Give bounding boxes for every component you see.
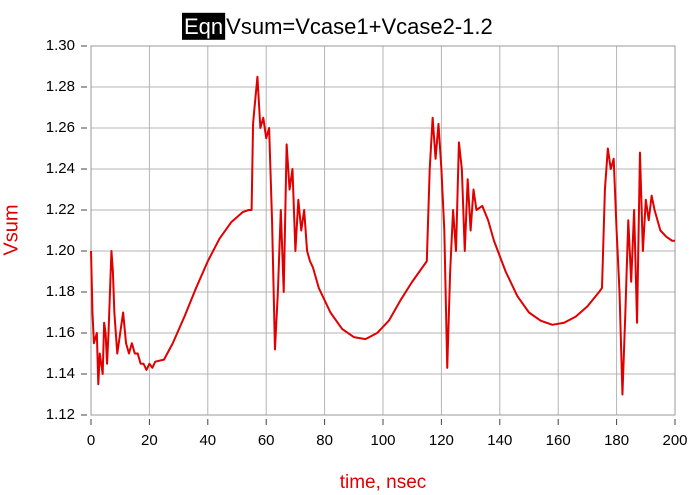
x-axis-label: time, nsec <box>340 472 427 493</box>
x-tick-label: 0 <box>87 432 95 449</box>
x-tick-label: 200 <box>662 432 687 449</box>
title-tag-box <box>182 12 226 40</box>
y-tick-label: 1.28 <box>46 78 75 95</box>
y-tick-label: 1.30 <box>46 37 75 54</box>
y-tick-label: 1.26 <box>46 119 75 136</box>
chart-title: Vsum=Vcase1+Vcase2-1.2 <box>226 14 493 39</box>
x-tick-label: 140 <box>487 432 512 449</box>
y-tick-label: 1.20 <box>46 242 75 259</box>
plot-frame <box>90 45 676 416</box>
x-tick-label: 180 <box>604 432 629 449</box>
x-tick-label: 80 <box>316 432 333 449</box>
y-axis-label: Vsum <box>0 204 22 255</box>
y-tick-label: 1.14 <box>46 365 75 382</box>
x-tick-label: 20 <box>141 432 158 449</box>
y-tick-label: 1.18 <box>46 283 75 300</box>
x-tick-label: 120 <box>429 432 454 449</box>
y-tick-label: 1.16 <box>46 324 75 341</box>
x-tick-label: 60 <box>258 432 275 449</box>
title-tag: Eqn <box>184 14 223 39</box>
y-tick-label: 1.22 <box>46 201 75 218</box>
y-tick-label: 1.12 <box>46 406 75 423</box>
data-line <box>90 75 675 396</box>
y-tick-label: 1.24 <box>46 160 75 177</box>
x-tick-label: 40 <box>199 432 216 449</box>
x-tick-label: 160 <box>546 432 571 449</box>
x-tick-label: 100 <box>370 432 395 449</box>
